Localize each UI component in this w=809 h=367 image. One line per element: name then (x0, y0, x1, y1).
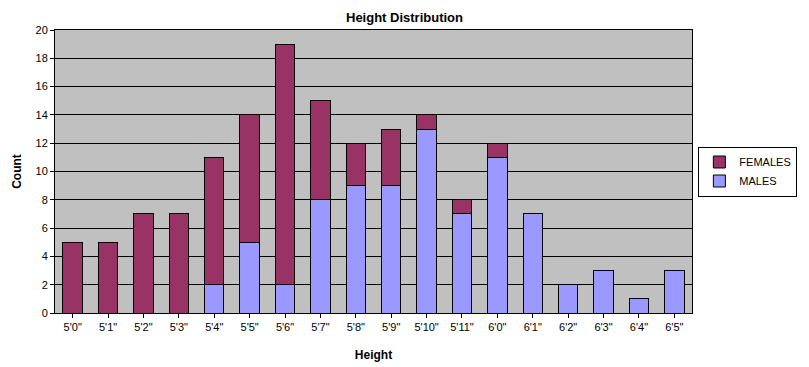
svg-text:5'7": 5'7" (311, 321, 329, 333)
svg-text:2: 2 (42, 279, 48, 291)
svg-text:4: 4 (42, 250, 48, 262)
svg-text:6'5": 6'5" (665, 321, 683, 333)
svg-text:Height: Height (355, 348, 392, 362)
svg-text:6: 6 (42, 222, 48, 234)
svg-text:FEMALES: FEMALES (739, 156, 790, 168)
svg-text:Count: Count (10, 154, 24, 189)
svg-text:5'4": 5'4" (205, 321, 223, 333)
svg-text:6'4": 6'4" (630, 321, 648, 333)
svg-text:5'10": 5'10" (414, 321, 438, 333)
svg-text:MALES: MALES (739, 175, 776, 187)
svg-text:6'3": 6'3" (594, 321, 612, 333)
svg-text:14: 14 (36, 109, 48, 121)
svg-text:6'1": 6'1" (524, 321, 542, 333)
svg-text:5'8": 5'8" (347, 321, 365, 333)
svg-text:20: 20 (36, 24, 48, 36)
svg-text:12: 12 (36, 137, 48, 149)
svg-text:16: 16 (36, 80, 48, 92)
svg-text:5'6": 5'6" (276, 321, 294, 333)
svg-text:5'5": 5'5" (241, 321, 259, 333)
svg-text:5'9": 5'9" (382, 321, 400, 333)
svg-text:6'0": 6'0" (488, 321, 506, 333)
svg-text:8: 8 (42, 194, 48, 206)
svg-text:5'3": 5'3" (170, 321, 188, 333)
svg-text:18: 18 (36, 52, 48, 64)
svg-text:10: 10 (36, 165, 48, 177)
svg-text:Height Distribution: Height Distribution (346, 10, 463, 25)
svg-text:5'0": 5'0" (64, 321, 82, 333)
svg-text:5'2": 5'2" (134, 321, 152, 333)
svg-text:5'1": 5'1" (99, 321, 117, 333)
svg-text:6'2": 6'2" (559, 321, 577, 333)
svg-text:5'11": 5'11" (450, 321, 474, 333)
svg-text:0: 0 (42, 307, 48, 319)
